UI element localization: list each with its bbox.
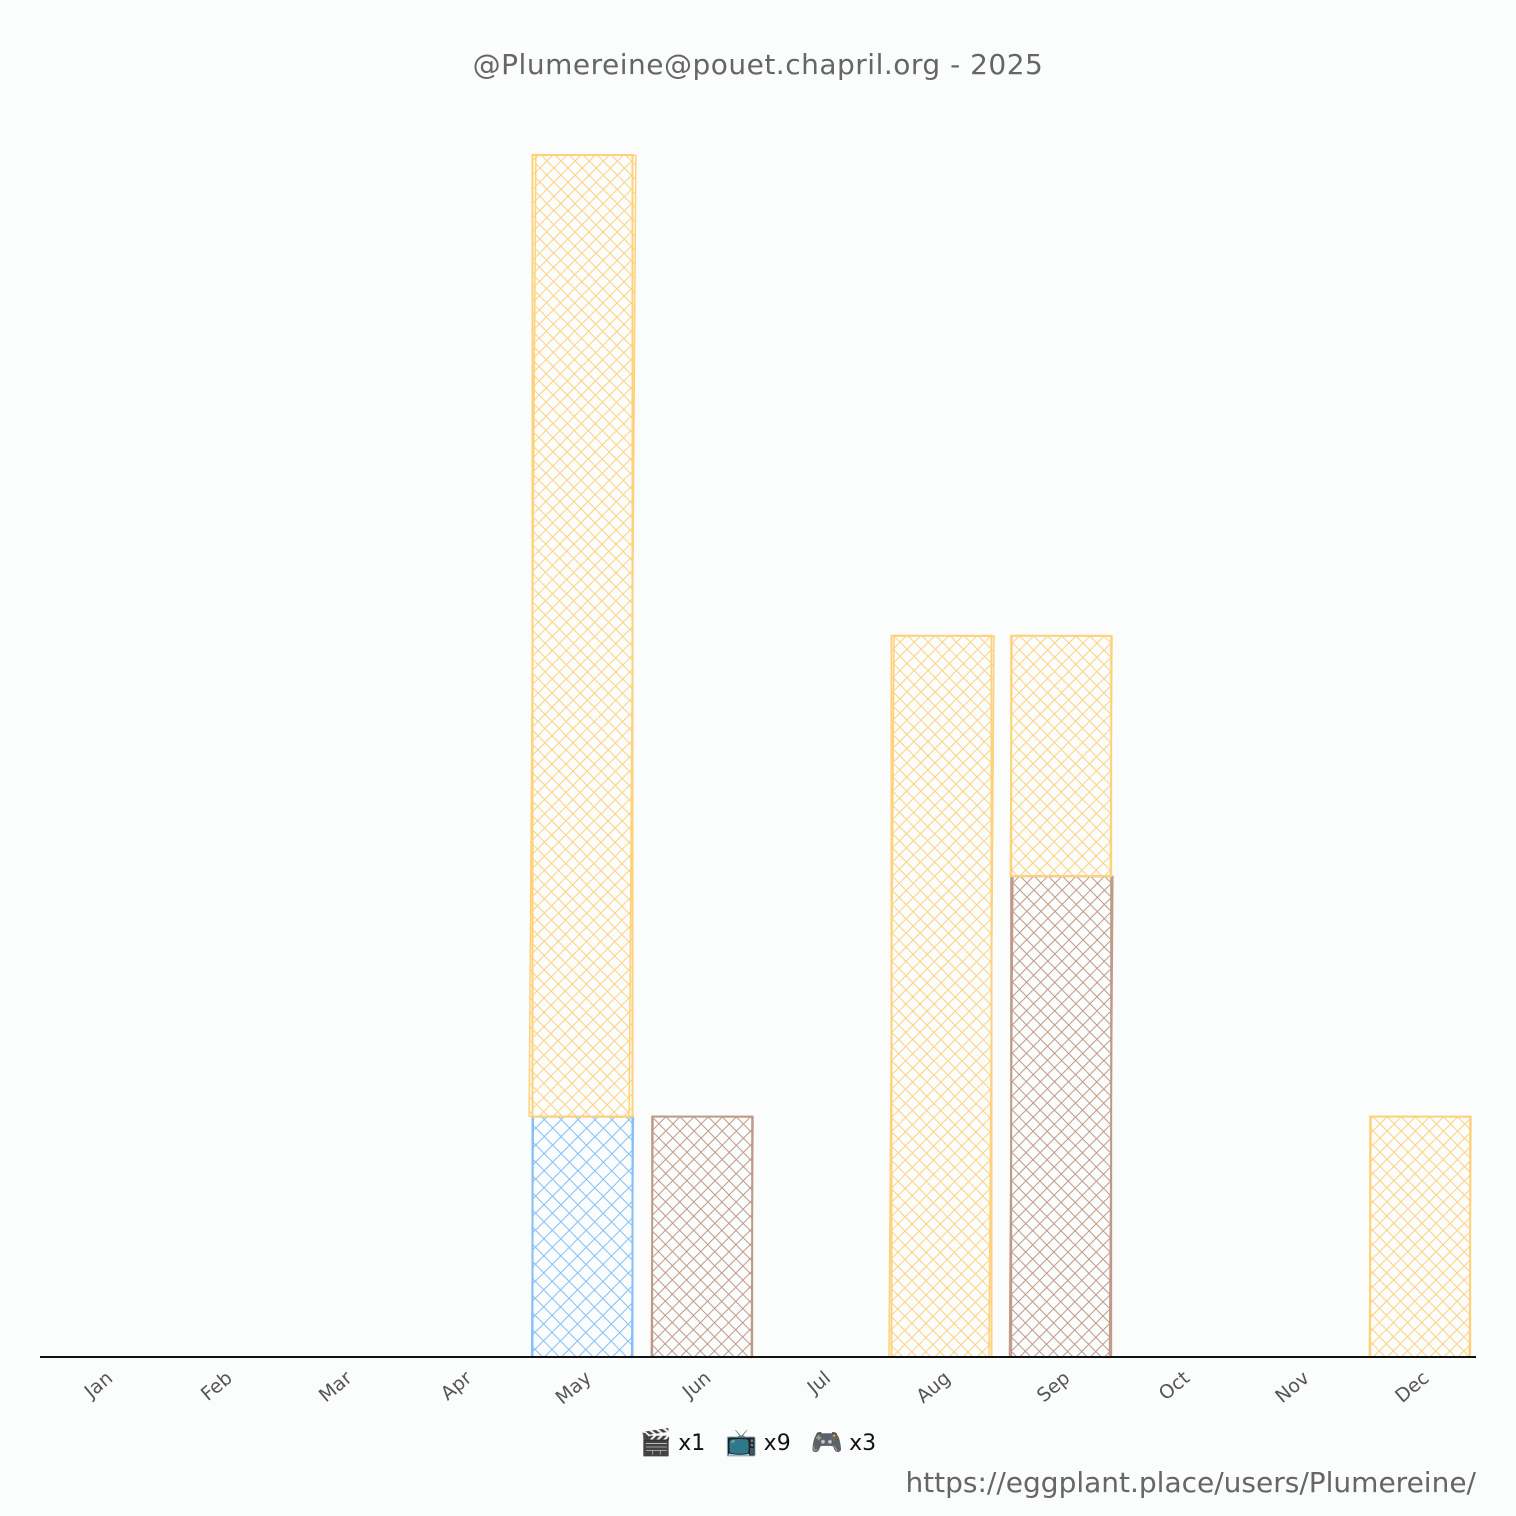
chart-title: @Plumereine@pouet.chapril.org - 2025 bbox=[472, 48, 1044, 81]
bar-sep-segment-1 bbox=[1008, 875, 1114, 1359]
television-icon: 📺 bbox=[725, 1428, 758, 1458]
legend-count: x9 bbox=[763, 1430, 791, 1456]
bar-jun-segment-1 bbox=[650, 1115, 754, 1359]
x-tick-label-oct: Oct bbox=[1155, 1367, 1194, 1405]
game-controller-icon: 🎮 bbox=[810, 1428, 844, 1458]
profile-url: https://eggplant.place/users/Plumereine/ bbox=[905, 1466, 1476, 1499]
x-tick-labels: Jan Feb Mar Apr May Jun Jul Aug Sep Oct Nov Dec bbox=[80, 1367, 1434, 1409]
x-tick-label-aug: Aug bbox=[912, 1367, 955, 1408]
x-tick-label-jan: Jan bbox=[80, 1367, 117, 1403]
x-tick-label-nov: Nov bbox=[1271, 1367, 1314, 1408]
legend-count: x3 bbox=[849, 1430, 877, 1456]
bar-may-segment-0 bbox=[530, 1115, 635, 1359]
x-tick-label-dec: Dec bbox=[1391, 1367, 1433, 1407]
bar-may-segment-2 bbox=[528, 153, 637, 1118]
legend: 🎬 x1 📺 x9 🎮 x3 bbox=[0, 1428, 1516, 1458]
bar-aug-segment-2 bbox=[888, 634, 995, 1359]
x-tick-label-feb: Feb bbox=[197, 1367, 237, 1405]
legend-count: x1 bbox=[678, 1430, 706, 1456]
legend-item: 🎮 x3 bbox=[811, 1428, 876, 1458]
stacked-bar-chart: Jan Feb Mar Apr May Jun Jul Aug Sep Oct Nov Dec bbox=[40, 153, 1476, 1409]
x-tick-label-sep: Sep bbox=[1033, 1367, 1075, 1407]
x-tick-label-apr: Apr bbox=[437, 1367, 476, 1405]
x-tick-label-mar: Mar bbox=[315, 1367, 357, 1407]
clapper-board-icon: 🎬 bbox=[639, 1428, 673, 1458]
bar-dec-segment-2 bbox=[1368, 1115, 1472, 1359]
legend-item: 📺 x9 bbox=[725, 1428, 790, 1458]
bar-sep-segment-2 bbox=[1009, 634, 1113, 878]
x-tick-label-jul: Jul bbox=[803, 1367, 835, 1399]
x-tick-label-jun: Jun bbox=[678, 1367, 716, 1404]
x-tick-label-may: May bbox=[551, 1367, 595, 1409]
bars-layer bbox=[528, 153, 1472, 1359]
legend-item: 🎬 x1 bbox=[640, 1428, 705, 1458]
